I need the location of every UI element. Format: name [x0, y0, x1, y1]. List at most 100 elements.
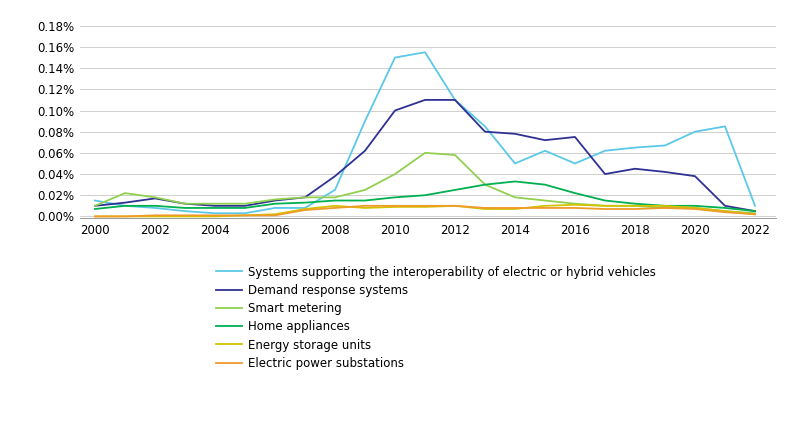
Electric power substations	[90, 214, 100, 219]
Line: Home appliances: Home appliances	[95, 181, 755, 211]
Demand response systems	[270, 198, 280, 203]
Line: Electric power substations: Electric power substations	[95, 206, 755, 216]
Smart metering	[570, 201, 580, 206]
Demand response systems	[600, 171, 610, 177]
Smart metering	[390, 171, 400, 177]
Systems supporting the interoperability of electric or hybrid vehicles	[510, 161, 520, 166]
Demand response systems	[630, 166, 640, 171]
Demand response systems	[90, 203, 100, 208]
Smart metering	[150, 195, 160, 200]
Electric power substations	[150, 213, 160, 218]
Systems supporting the interoperability of electric or hybrid vehicles	[540, 148, 550, 153]
Demand response systems	[120, 200, 130, 205]
Electric power substations	[270, 213, 280, 218]
Smart metering	[630, 203, 640, 208]
Home appliances	[420, 193, 430, 198]
Energy storage units	[180, 214, 190, 219]
Smart metering	[480, 182, 490, 187]
Home appliances	[750, 208, 760, 214]
Systems supporting the interoperability of electric or hybrid vehicles	[420, 50, 430, 55]
Electric power substations	[570, 205, 580, 211]
Energy storage units	[240, 213, 250, 218]
Demand response systems	[540, 137, 550, 143]
Smart metering	[330, 195, 340, 200]
Systems supporting the interoperability of electric or hybrid vehicles	[300, 205, 310, 211]
Home appliances	[510, 179, 520, 184]
Line: Smart metering: Smart metering	[95, 153, 755, 213]
Electric power substations	[210, 213, 220, 218]
Electric power substations	[630, 206, 640, 211]
Demand response systems	[360, 148, 370, 153]
Electric power substations	[660, 205, 670, 211]
Smart metering	[360, 187, 370, 193]
Home appliances	[480, 182, 490, 187]
Legend: Systems supporting the interoperability of electric or hybrid vehicles, Demand r: Systems supporting the interoperability …	[211, 261, 660, 375]
Electric power substations	[720, 210, 730, 215]
Electric power substations	[690, 206, 700, 211]
Energy storage units	[480, 206, 490, 211]
Demand response systems	[510, 131, 520, 136]
Line: Systems supporting the interoperability of electric or hybrid vehicles: Systems supporting the interoperability …	[95, 52, 755, 213]
Energy storage units	[450, 203, 460, 208]
Systems supporting the interoperability of electric or hybrid vehicles	[270, 205, 280, 211]
Systems supporting the interoperability of electric or hybrid vehicles	[360, 119, 370, 124]
Energy storage units	[510, 206, 520, 211]
Smart metering	[720, 208, 730, 214]
Smart metering	[240, 201, 250, 206]
Electric power substations	[360, 203, 370, 208]
Demand response systems	[720, 203, 730, 208]
Systems supporting the interoperability of electric or hybrid vehicles	[630, 145, 640, 150]
Demand response systems	[660, 169, 670, 174]
Demand response systems	[240, 203, 250, 208]
Energy storage units	[210, 214, 220, 219]
Systems supporting the interoperability of electric or hybrid vehicles	[450, 97, 460, 102]
Home appliances	[330, 198, 340, 203]
Electric power substations	[510, 205, 520, 211]
Home appliances	[360, 198, 370, 203]
Smart metering	[270, 197, 280, 202]
Energy storage units	[540, 203, 550, 208]
Smart metering	[420, 150, 430, 156]
Smart metering	[540, 198, 550, 203]
Energy storage units	[150, 214, 160, 219]
Demand response systems	[750, 208, 760, 214]
Energy storage units	[690, 205, 700, 211]
Energy storage units	[600, 203, 610, 208]
Smart metering	[210, 201, 220, 206]
Systems supporting the interoperability of electric or hybrid vehicles	[180, 208, 190, 214]
Systems supporting the interoperability of electric or hybrid vehicles	[330, 187, 340, 193]
Home appliances	[570, 191, 580, 196]
Systems supporting the interoperability of electric or hybrid vehicles	[690, 129, 700, 134]
Smart metering	[300, 195, 310, 200]
Systems supporting the interoperability of electric or hybrid vehicles	[480, 124, 490, 129]
Home appliances	[690, 203, 700, 208]
Smart metering	[690, 205, 700, 211]
Energy storage units	[570, 202, 580, 208]
Demand response systems	[390, 108, 400, 113]
Home appliances	[540, 182, 550, 187]
Systems supporting the interoperability of electric or hybrid vehicles	[150, 205, 160, 211]
Home appliances	[450, 187, 460, 193]
Electric power substations	[120, 214, 130, 219]
Systems supporting the interoperability of electric or hybrid vehicles	[660, 143, 670, 148]
Smart metering	[600, 203, 610, 208]
Demand response systems	[180, 201, 190, 206]
Home appliances	[270, 201, 280, 206]
Line: Demand response systems: Demand response systems	[95, 100, 755, 211]
Home appliances	[630, 201, 640, 206]
Demand response systems	[330, 174, 340, 179]
Smart metering	[450, 152, 460, 157]
Demand response systems	[300, 195, 310, 200]
Electric power substations	[300, 208, 310, 213]
Smart metering	[660, 205, 670, 211]
Demand response systems	[450, 97, 460, 102]
Home appliances	[150, 203, 160, 208]
Electric power substations	[180, 213, 190, 218]
Line: Energy storage units: Energy storage units	[95, 205, 755, 216]
Energy storage units	[390, 204, 400, 209]
Electric power substations	[450, 203, 460, 208]
Electric power substations	[240, 213, 250, 218]
Home appliances	[300, 200, 310, 205]
Smart metering	[90, 203, 100, 208]
Electric power substations	[540, 205, 550, 211]
